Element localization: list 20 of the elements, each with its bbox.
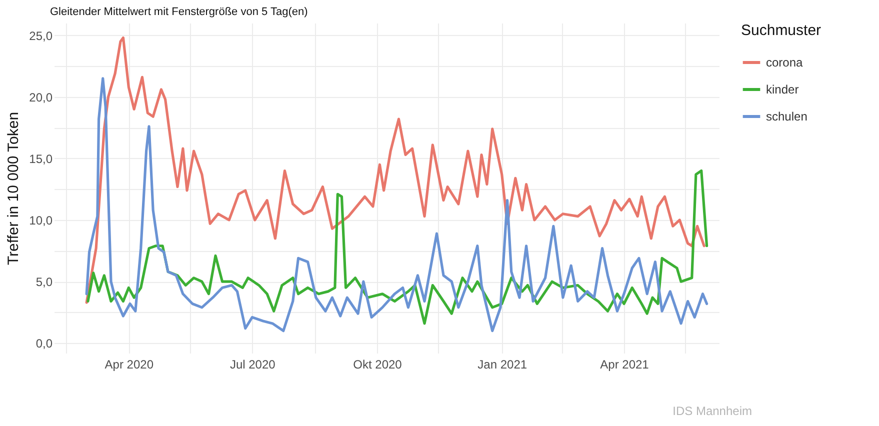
line-series bbox=[85, 77, 708, 332]
y-tick-label: 5,0 bbox=[36, 275, 53, 290]
x-tick-label: Jan 2021 bbox=[478, 358, 528, 372]
y-tick-label: 25,0 bbox=[29, 28, 53, 43]
legend-label: schulen bbox=[766, 110, 808, 124]
x-tick-label: Apr 2020 bbox=[104, 358, 154, 372]
y-tick-label: 20,0 bbox=[29, 90, 53, 104]
y-tick-label: 0,0 bbox=[36, 336, 53, 351]
legend-title: Suchmuster bbox=[741, 22, 822, 39]
x-tick-label: Apr 2021 bbox=[600, 358, 650, 372]
text: IDS Mannheim bbox=[672, 404, 752, 418]
legend-label: kinder bbox=[766, 82, 799, 96]
line-series bbox=[85, 36, 706, 304]
x-tick-label: Jul 2020 bbox=[230, 358, 276, 372]
y-axis-title: Treffer in 10 000 Token bbox=[5, 112, 22, 266]
legend-label: corona bbox=[766, 56, 804, 70]
chart-title: Gleitender Mittelwert mit Fenstergröße von 5 Tag(en) bbox=[50, 6, 308, 18]
y-tick-label: 15,0 bbox=[29, 152, 53, 166]
y-tick-label: 10,0 bbox=[29, 214, 53, 228]
x-tick-label: Okt 2020 bbox=[353, 358, 402, 372]
